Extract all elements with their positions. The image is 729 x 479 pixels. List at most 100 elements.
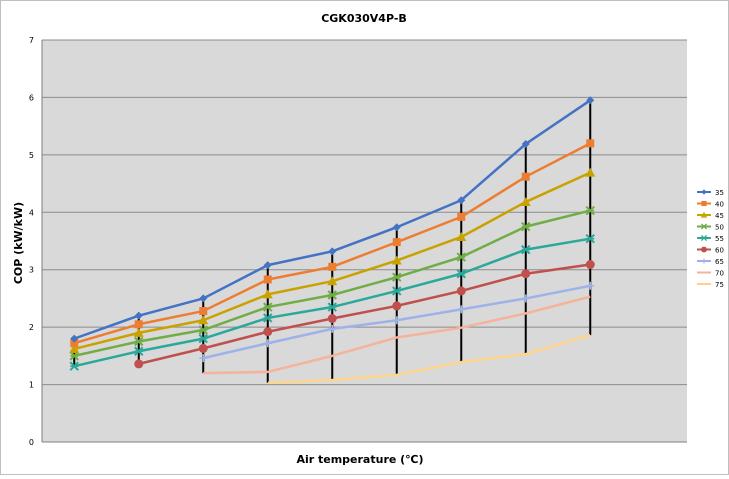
- data-point: [392, 272, 402, 282]
- data-point: [69, 343, 80, 353]
- y-tick-label: 3: [29, 266, 34, 275]
- data-point: [133, 327, 144, 337]
- legend-label: 40: [715, 201, 724, 209]
- series-55: [69, 233, 595, 371]
- data-point: [457, 212, 466, 221]
- data-point: [585, 205, 595, 216]
- legend-label: 75: [715, 281, 724, 289]
- data-point: [521, 294, 530, 303]
- data-point: [263, 302, 273, 312]
- series-40: [70, 139, 595, 348]
- data-point: [134, 359, 144, 369]
- data-point: [327, 276, 338, 286]
- data-point: [134, 311, 143, 320]
- data-point: [585, 233, 595, 244]
- data-point: [457, 196, 466, 205]
- data-point: [457, 305, 466, 314]
- data-point: [263, 313, 273, 323]
- legend-item-75: 75: [697, 281, 724, 289]
- data-point: [392, 223, 401, 232]
- data-point: [392, 238, 401, 247]
- data-point: [392, 316, 401, 325]
- legend-item-65: 65: [697, 258, 724, 266]
- data-point: [586, 139, 595, 148]
- data-point: [328, 262, 337, 271]
- data-point: [392, 301, 402, 311]
- legend-label: 45: [715, 212, 724, 220]
- data-point: [70, 334, 79, 343]
- data-point: [328, 247, 337, 256]
- data-point: [521, 244, 531, 255]
- series-75: [267, 333, 591, 385]
- data-point: [521, 221, 531, 232]
- data-point: [586, 96, 595, 105]
- data-point: [521, 269, 531, 279]
- data-point: [701, 189, 707, 195]
- series-35: [70, 96, 595, 343]
- legend-label: 50: [715, 224, 724, 232]
- data-point: [521, 172, 530, 181]
- data-point: [701, 258, 707, 264]
- data-point: [198, 315, 209, 325]
- data-point: [199, 307, 208, 316]
- series-line: [267, 333, 591, 385]
- data-point: [263, 275, 272, 284]
- data-point: [70, 339, 79, 348]
- data-point: [700, 234, 708, 242]
- data-point: [327, 302, 337, 312]
- y-axis-label: COP (kW/kW): [12, 202, 25, 284]
- data-point: [69, 351, 79, 361]
- series-line: [138, 263, 591, 366]
- data-point: [456, 231, 467, 241]
- legend-item-40: 40: [697, 201, 724, 209]
- data-point: [521, 139, 530, 148]
- legend-item-70: 70: [697, 270, 724, 278]
- data-point: [134, 320, 143, 329]
- legend-item-50: 50: [697, 223, 724, 232]
- series-65: [199, 281, 595, 363]
- data-point: [327, 290, 337, 300]
- data-point: [456, 252, 466, 262]
- legend-item-45: 45: [697, 211, 724, 220]
- y-tick-label: 4: [29, 208, 34, 217]
- gridlines: [41, 39, 687, 443]
- data-point: [391, 255, 402, 265]
- y-tick-label: 1: [29, 381, 34, 390]
- data-point: [199, 354, 208, 363]
- y-tick-label: 0: [29, 438, 34, 447]
- legend-label: 60: [715, 247, 724, 255]
- y-tick-label: 2: [29, 323, 34, 332]
- data-point: [700, 211, 708, 218]
- data-point: [456, 286, 466, 296]
- series-45: [69, 167, 596, 353]
- chart-title: CGK030V4P-B: [321, 12, 407, 25]
- data-point: [700, 223, 708, 230]
- data-point: [263, 339, 272, 348]
- series-lines: [69, 96, 596, 385]
- data-point: [263, 261, 272, 270]
- data-point: [586, 281, 595, 290]
- data-point: [392, 286, 402, 296]
- data-point: [263, 327, 273, 337]
- data-point: [69, 361, 79, 371]
- data-point: [134, 346, 144, 356]
- series-70: [203, 295, 591, 375]
- legend-item-60: 60: [697, 247, 724, 255]
- data-point: [198, 333, 208, 344]
- y-tick-label: 6: [29, 93, 34, 102]
- legend-item-35: 35: [697, 189, 724, 197]
- data-point: [701, 200, 707, 207]
- data-point: [262, 289, 273, 299]
- data-point: [456, 269, 466, 279]
- data-point: [520, 196, 531, 206]
- legend-label: 70: [715, 270, 724, 278]
- legend-label: 65: [715, 258, 724, 266]
- series-60: [134, 260, 595, 369]
- legend-label: 35: [715, 189, 724, 197]
- data-point: [328, 324, 337, 333]
- data-point: [199, 294, 208, 303]
- y-tick-label: 7: [29, 36, 34, 45]
- data-point: [585, 167, 596, 177]
